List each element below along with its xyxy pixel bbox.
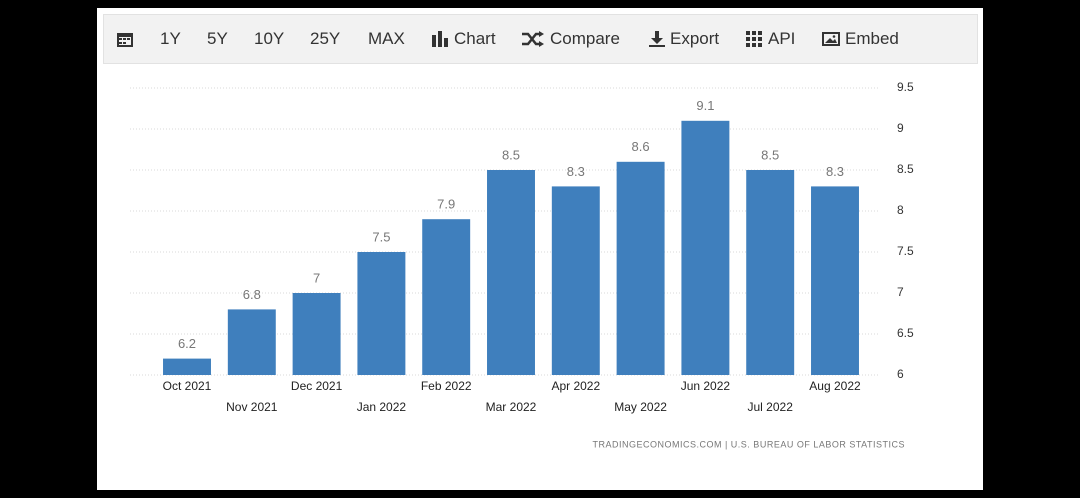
x-tick-label: Aug 2022 [809,379,861,393]
bar [422,219,471,375]
x-tick-label: Mar 2022 [486,400,537,414]
calendar-icon[interactable] [117,31,133,47]
toolbar: 1Y 5Y 10Y 25Y MAX Chart Compare Export A… [103,14,978,64]
range-1y[interactable]: 1Y [160,29,181,48]
range-5y[interactable]: 5Y [207,29,228,48]
data-label: 7 [313,270,320,285]
y-tick-label: 6.5 [897,326,914,340]
y-tick-label: 6 [897,367,904,381]
data-label: 8.3 [567,164,585,179]
data-label: 8.5 [761,147,779,162]
range-max[interactable]: MAX [368,29,405,48]
compare-icon [522,31,544,47]
bar [746,170,795,375]
data-label: 6.8 [243,287,261,302]
y-tick-label: 8 [897,203,904,217]
bar [681,120,730,375]
data-label: 7.5 [372,229,390,244]
export-button[interactable]: Export [670,29,720,48]
bar [163,358,211,375]
data-label: 8.6 [632,139,650,154]
embed-icon [822,32,840,46]
chart-icon [432,31,448,47]
x-tick-label: Apr 2022 [551,379,600,393]
data-label: 6.2 [178,336,196,351]
embed-button[interactable]: Embed [845,29,899,48]
data-label: 8.3 [826,164,844,179]
x-tick-label: Jul 2022 [748,400,794,414]
bar [616,161,665,375]
bar [227,309,276,375]
data-label: 7.9 [437,197,455,212]
x-tick-label: Dec 2021 [291,379,343,393]
bar [811,186,859,375]
chart-button[interactable]: Chart [454,29,496,48]
bar [487,170,535,375]
api-icon [746,31,762,47]
range-25y[interactable]: 25Y [310,29,341,48]
compare-button[interactable]: Compare [550,29,620,48]
y-tick-label: 9 [897,121,904,135]
api-button[interactable]: API [768,29,796,48]
bar [357,252,406,375]
range-10y[interactable]: 10Y [254,29,285,48]
data-label: 9.1 [696,98,714,113]
source-note: TRADINGECONOMICS.COM | U.S. BUREAU OF LA… [592,439,905,449]
data-label: 8.5 [502,147,520,162]
y-tick-label: 7 [897,285,904,299]
bar [292,293,341,375]
y-tick-label: 9.5 [897,80,914,94]
x-tick-label: Oct 2021 [163,379,212,393]
x-tick-label: Feb 2022 [421,379,472,393]
x-tick-label: Nov 2021 [226,400,278,414]
x-tick-label: Jan 2022 [357,400,407,414]
x-tick-label: May 2022 [614,400,667,414]
x-tick-label: Jun 2022 [681,379,731,393]
y-tick-label: 8.5 [897,162,914,176]
y-tick-label: 7.5 [897,244,914,258]
bar [551,186,600,375]
export-icon [649,31,665,47]
